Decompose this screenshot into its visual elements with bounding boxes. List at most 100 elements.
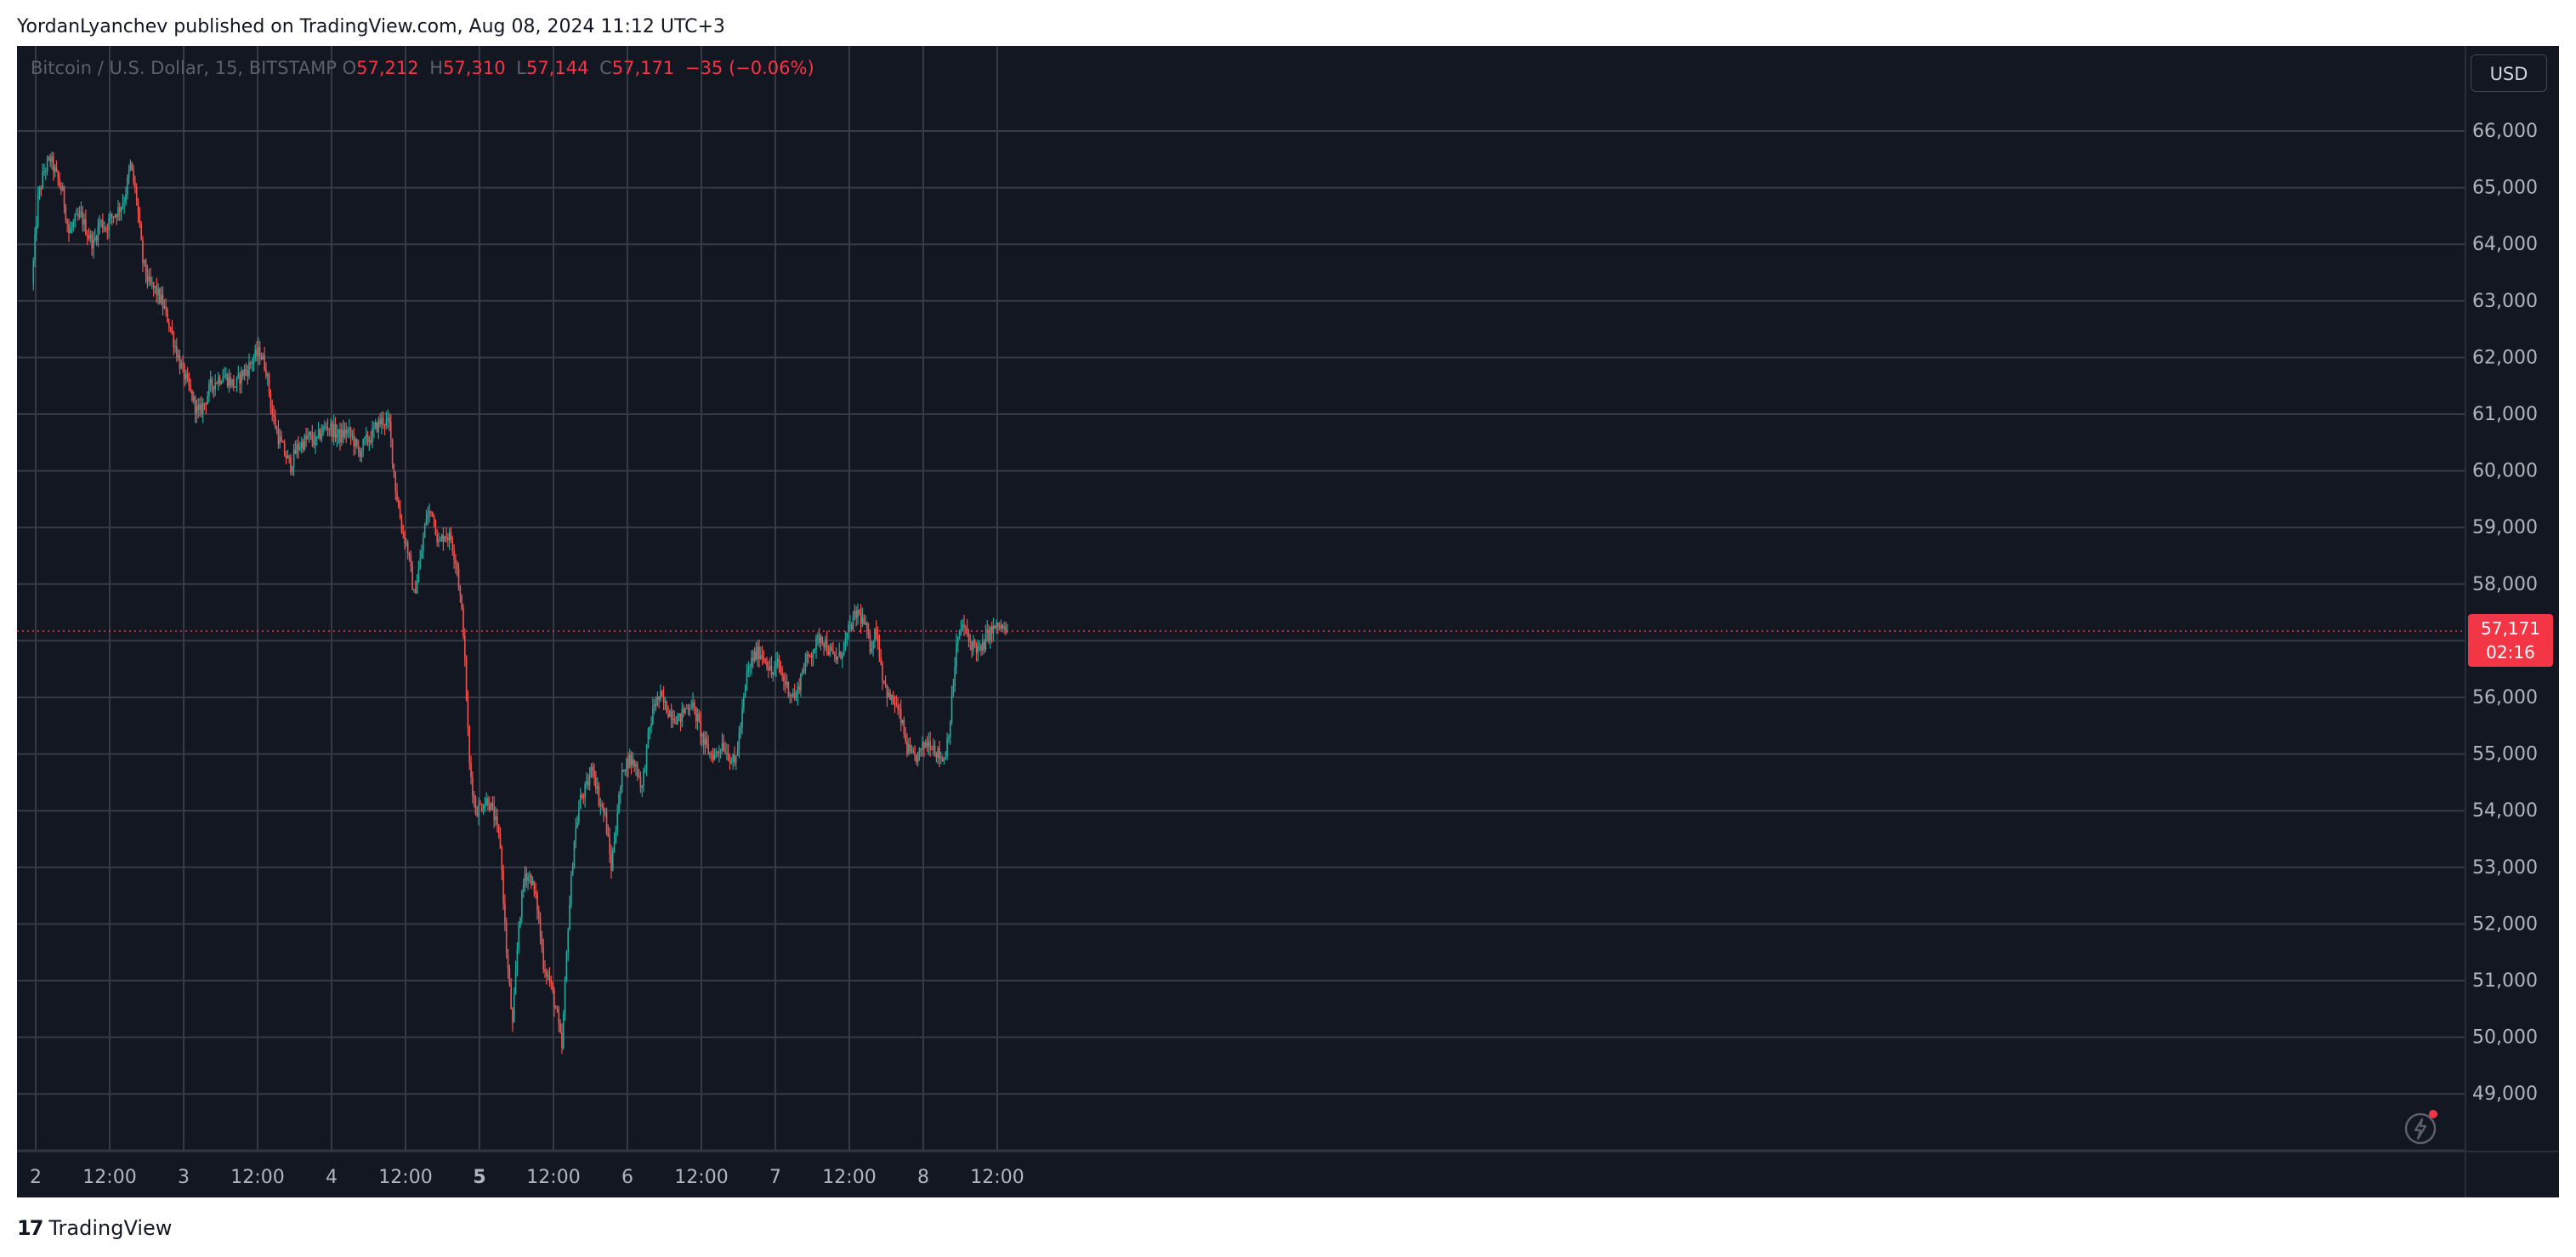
candle — [150, 267, 151, 287]
candle — [322, 424, 324, 436]
candle — [296, 439, 298, 458]
candle — [514, 960, 517, 995]
candle — [877, 626, 879, 650]
candle-body — [774, 667, 775, 673]
candle — [381, 412, 383, 435]
candle — [241, 367, 242, 394]
candle-body — [562, 1014, 565, 1049]
candle-body — [698, 714, 701, 721]
candle — [258, 341, 261, 365]
chart-pane[interactable]: 66,000 65,000 64,000 63,000 62,000 61,000 60,0… — [17, 46, 2559, 1197]
candle-body — [759, 655, 762, 659]
candle-body — [922, 742, 923, 750]
candle — [730, 757, 733, 765]
candle — [865, 615, 866, 626]
candle-body — [817, 634, 819, 638]
candle-body — [829, 646, 831, 655]
candle-body — [208, 384, 210, 396]
candle-body — [587, 781, 589, 786]
candle — [251, 358, 253, 373]
candle — [570, 870, 572, 909]
candle — [304, 433, 306, 452]
candle-body — [243, 369, 246, 377]
symbol-legend[interactable]: Bitcoin / U.S. Dollar, 15, BITSTAMP O57,… — [31, 58, 814, 78]
candle — [474, 794, 477, 816]
candle-body — [211, 378, 213, 387]
candle — [513, 987, 515, 1023]
candle-body — [797, 685, 799, 696]
candle — [592, 762, 594, 779]
candle — [159, 287, 161, 305]
y-tick-label: 63,000 — [2472, 291, 2538, 312]
candle-body — [932, 745, 934, 750]
candle — [451, 536, 454, 556]
candle — [535, 882, 536, 899]
footer-brand[interactable]: 17 TradingView — [17, 1213, 172, 1243]
candle-body — [649, 726, 651, 731]
candlestick-chart[interactable]: 66,000 65,000 64,000 63,000 62,000 61,000 60,0… — [17, 46, 2559, 1197]
candle-body — [1005, 626, 1007, 633]
candle-body — [620, 788, 621, 795]
candle — [100, 219, 102, 228]
candle — [660, 684, 661, 702]
candle-body — [655, 704, 657, 706]
candle — [706, 731, 708, 748]
candle — [621, 762, 623, 793]
candle-body — [413, 589, 415, 590]
symbol-title[interactable]: Bitcoin / U.S. Dollar, 15, BITSTAMP — [31, 58, 337, 78]
candle-body — [626, 758, 627, 771]
candle-body — [190, 385, 191, 390]
candle — [355, 436, 356, 455]
candle — [554, 1005, 557, 1010]
candle — [781, 665, 783, 681]
candle-body — [793, 692, 796, 698]
candle-body — [248, 361, 250, 376]
candle-body — [146, 274, 149, 282]
candle — [383, 424, 386, 435]
candle — [751, 650, 752, 675]
candle-body — [633, 759, 635, 767]
candle — [243, 364, 246, 381]
candle — [817, 632, 819, 646]
currency-button[interactable]: USD — [2471, 54, 2547, 92]
candle — [524, 866, 526, 892]
candle-body — [66, 220, 68, 225]
candle-body — [150, 276, 151, 283]
candle — [404, 530, 406, 550]
candle-body — [920, 748, 922, 750]
candle-body — [954, 666, 956, 686]
candle-body — [186, 373, 189, 378]
candle — [804, 652, 807, 675]
candle — [967, 628, 970, 647]
candle-body — [740, 727, 742, 733]
candle — [63, 185, 65, 214]
candle — [110, 211, 111, 224]
candle — [419, 549, 422, 571]
candle-body — [191, 390, 193, 401]
candle — [463, 628, 466, 667]
candle-body — [292, 449, 295, 468]
candle-body — [918, 748, 921, 753]
candle — [643, 767, 644, 793]
candle — [679, 713, 682, 731]
y-tick-label: 65,000 — [2472, 178, 2538, 199]
candle-body — [905, 734, 906, 742]
candle-body — [823, 643, 825, 648]
candle-body — [712, 754, 714, 760]
candle — [216, 381, 218, 385]
candle-body — [398, 501, 400, 508]
candle — [984, 624, 987, 652]
candle — [299, 441, 301, 452]
candle — [861, 607, 864, 628]
candle-body — [275, 428, 278, 430]
candle — [321, 424, 323, 443]
candle — [61, 182, 64, 191]
candle-body — [610, 853, 612, 871]
candle-body — [184, 373, 187, 380]
lightning-alert-icon[interactable] — [2403, 1107, 2442, 1146]
candle-body — [516, 948, 519, 970]
candle — [713, 748, 716, 761]
candle — [406, 537, 407, 547]
candle-body — [411, 566, 413, 590]
candle-body — [324, 426, 326, 428]
